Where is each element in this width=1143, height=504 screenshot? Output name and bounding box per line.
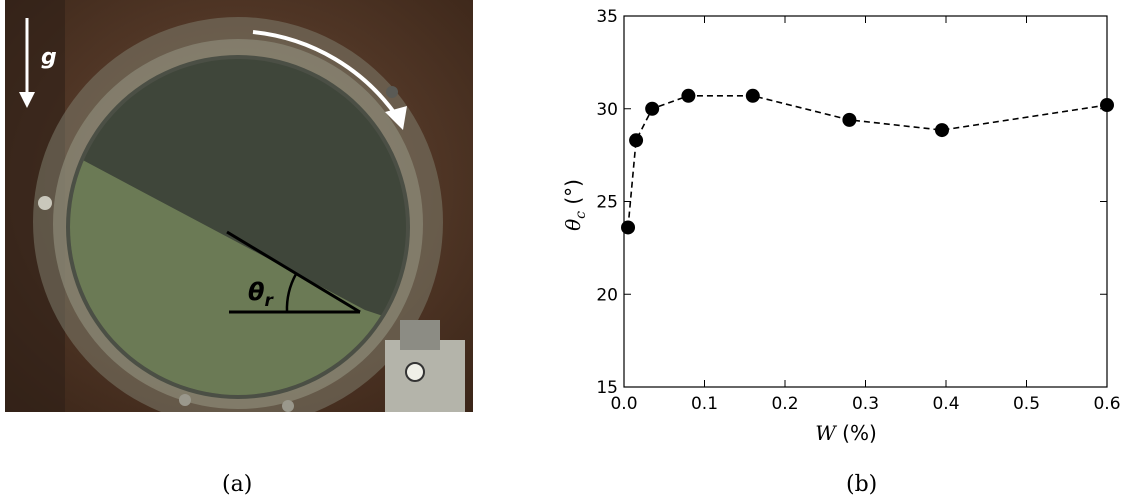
x-tick-label: 0.4 [932, 394, 959, 414]
data-point [934, 123, 949, 138]
granular-material [70, 140, 406, 395]
motor-mount [400, 320, 440, 350]
x-tick-label: 0.5 [1013, 394, 1040, 414]
angle-label: θr [248, 278, 275, 311]
data-point [621, 220, 636, 235]
caption-b: (b) [846, 472, 878, 497]
angle-vs-water-chart: 0.0 0.1 0.2 0.3 0.4 0.5 0.6 15 20 25 30 35 W (%) θc… [561, 7, 1121, 445]
rim-screw [179, 394, 191, 406]
data-point [842, 112, 857, 127]
y-axis-label: θc (°) [561, 179, 589, 231]
data-point [629, 133, 644, 148]
rim-screw [282, 400, 294, 412]
drum-photo: g θr [5, 0, 473, 412]
x-tick-label: 0.0 [610, 394, 637, 414]
data-point [645, 101, 660, 116]
x-tick-label: 0.6 [1093, 394, 1120, 414]
x-tick-label: 0.3 [852, 394, 879, 414]
x-tick-label: 0.2 [771, 394, 798, 414]
y-tick-label: 20 [596, 285, 618, 305]
plot-frame [623, 15, 1108, 388]
data-point [681, 88, 696, 103]
caption-a: (a) [222, 472, 253, 497]
data-point [745, 88, 760, 103]
y-tick-label: 15 [596, 378, 618, 398]
motor-knob [405, 362, 425, 382]
x-tick-label: 0.1 [691, 394, 718, 414]
rotation-arrow-head [385, 106, 407, 130]
gravity-arrow-head [19, 92, 35, 108]
motor-block [385, 340, 465, 412]
y-tick-label: 25 [596, 193, 618, 213]
series-line [627, 94, 1108, 228]
y-tick-label: 35 [596, 7, 618, 27]
y-tick-label: 30 [596, 100, 618, 120]
rim-screw [38, 196, 52, 210]
angle-arc [285, 273, 298, 313]
rim-screw [386, 86, 398, 98]
data-point [1100, 98, 1114, 113]
gravity-label: g [41, 45, 57, 70]
slope-line [226, 230, 361, 314]
rotation-arrow [252, 30, 400, 120]
x-axis-label: W (%) [815, 421, 877, 445]
